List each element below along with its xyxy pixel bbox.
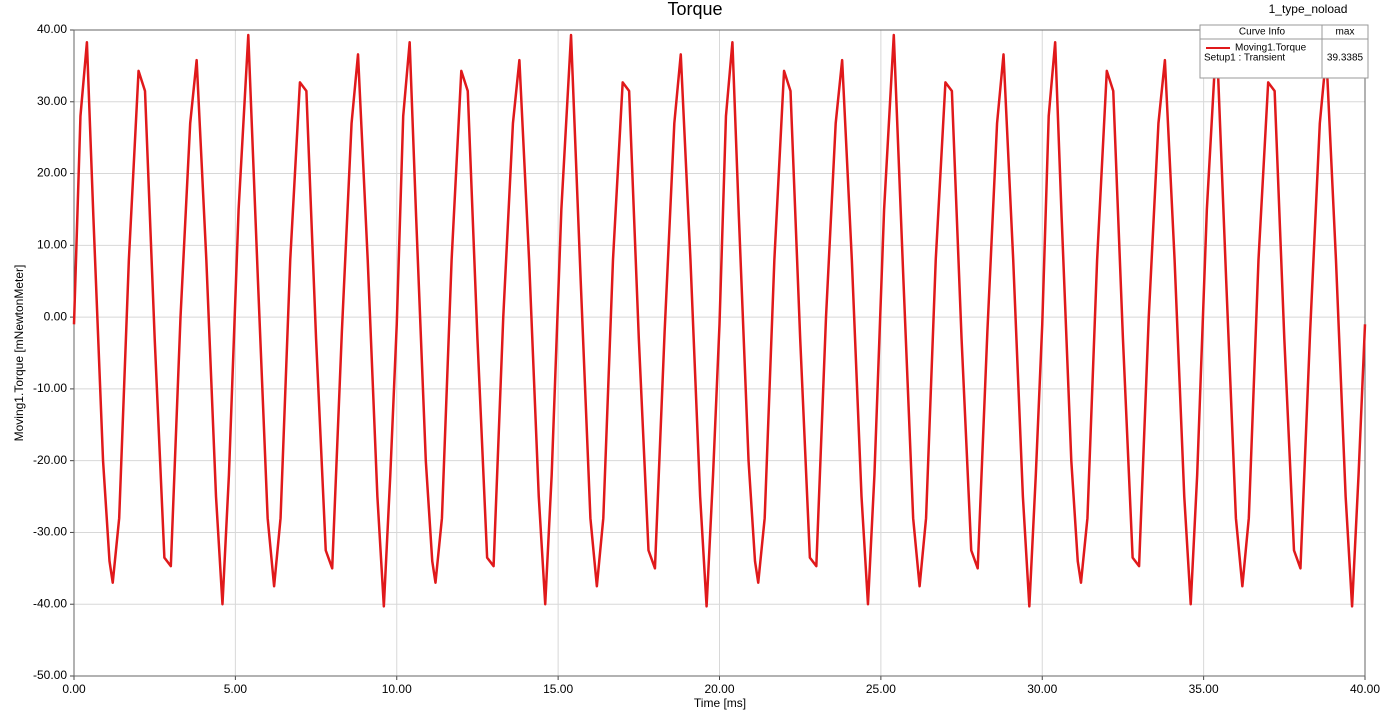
chart-subtitle: 1_type_noload (1269, 2, 1348, 16)
x-tick-label: 15.00 (543, 682, 573, 696)
x-tick-label: 20.00 (704, 682, 734, 696)
data-line (72, 33, 1367, 608)
y-tick-label: 40.00 (37, 22, 67, 36)
y-tick-label: -30.00 (33, 525, 67, 539)
legend: Curve Info max Moving1.Torque Setup1 : T… (1199, 24, 1369, 79)
x-axis-label: Time [ms] (694, 696, 746, 710)
y-axis-label: Moving1.Torque [mNewtonMeter] (12, 265, 26, 442)
y-tick-label: 0.00 (44, 309, 68, 323)
y-tick-label: -40.00 (33, 596, 67, 610)
plot-area: -50.00 -40.00 -30.00 -20.00 -10.00 0.00 10.00 2… (33, 22, 1380, 696)
x-tick-label: 25.00 (866, 682, 896, 696)
x-tick-label: 30.00 (1027, 682, 1057, 696)
y-tick-label: 20.00 (37, 166, 67, 180)
legend-max: 39.3385 (1327, 53, 1364, 64)
legend-header: Curve Info (1239, 27, 1286, 38)
legend-box (1199, 24, 1369, 79)
y-tick-label: -50.00 (33, 668, 67, 682)
x-tick-label: 35.00 (1189, 682, 1219, 696)
y-tick-label: -10.00 (33, 381, 67, 395)
y-tick-label: 10.00 (37, 238, 67, 252)
legend-header: max (1336, 27, 1355, 38)
x-tick-label: 0.00 (62, 682, 86, 696)
legend-setup: Setup1 : Transient (1204, 53, 1285, 64)
x-tick-label: 10.00 (382, 682, 412, 696)
chart-title: Torque (667, 0, 722, 19)
legend-entry: Moving1.Torque (1235, 43, 1307, 54)
x-tick-label: 5.00 (224, 682, 248, 696)
x-tick-label: 40.00 (1350, 682, 1380, 696)
y-tick-label: 30.00 (37, 94, 67, 108)
y-tick-label: -20.00 (33, 453, 67, 467)
